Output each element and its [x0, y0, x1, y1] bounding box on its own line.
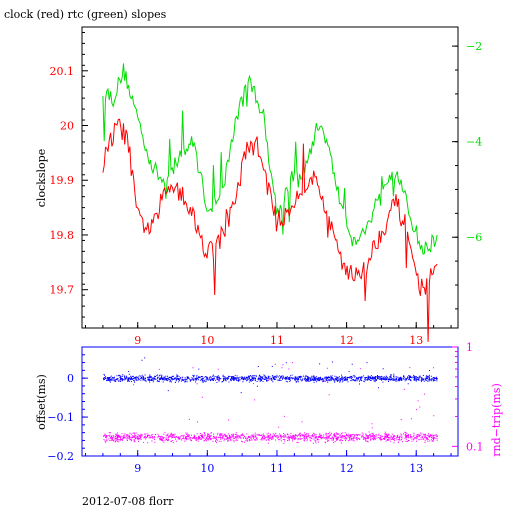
top-y2-tick-label: −4 — [466, 136, 482, 149]
top-x-tick-label: 12 — [340, 334, 354, 347]
bottom-y-tick-label: 0 — [67, 372, 74, 385]
bottom-x-tick-label: 13 — [409, 462, 423, 475]
bottom-y-tick-label: −0.1 — [47, 411, 74, 424]
top-x-tick-label: 9 — [134, 334, 141, 347]
bottom-x-tick-label: 12 — [340, 462, 354, 475]
roundtrip-scatter — [103, 362, 439, 444]
top-chart: 9 10 11 12 13 19.7 19.8 19.9 20 20.1 −2 −4 −6 clocks… — [35, 26, 482, 347]
bottom-y-tick-label: −0.2 — [47, 450, 74, 463]
offset-scatter — [103, 357, 438, 394]
top-y-tick-label: 19.7 — [50, 284, 75, 297]
bottom-x-tick-label: 9 — [134, 462, 141, 475]
bottom-x-tick-label: 11 — [270, 462, 284, 475]
chart-title: clock (red) rtc (green) slopes — [4, 8, 167, 21]
bottom-y2-tick-label: 0.1 — [466, 440, 484, 453]
top-y2-tick-label: −2 — [466, 40, 482, 53]
top-y2-tick-label: −6 — [466, 231, 482, 244]
bottom-y2-axis-title: rnd−trip(ms) — [490, 383, 503, 457]
top-y-tick-label: 19.9 — [50, 174, 75, 187]
bottom-x-tick-label: 10 — [200, 462, 214, 475]
top-x-tick-label: 13 — [409, 334, 423, 347]
top-plot-frame — [81, 26, 459, 329]
top-x-tick-label: 10 — [200, 334, 214, 347]
rtc-slope-line — [102, 63, 438, 255]
footer-label: 2012-07-08 florr — [82, 495, 174, 508]
top-y-tick-label: 19.8 — [50, 229, 75, 242]
top-x-tick-label: 11 — [270, 334, 284, 347]
clock-slope-line — [102, 118, 438, 342]
bottom-y2-tick-label: 1 — [466, 341, 473, 354]
top-y-tick-label: 20.1 — [50, 65, 75, 78]
bottom-y-axis-title: offset(ms) — [35, 374, 48, 430]
top-y-tick-label: 20 — [60, 120, 74, 133]
top-y-axis-title: clockslope — [35, 149, 48, 207]
bottom-chart: 9 10 11 12 13 0 −0.1 −0.2 1 0.1 offset(ms) rnd−tr… — [35, 341, 503, 475]
